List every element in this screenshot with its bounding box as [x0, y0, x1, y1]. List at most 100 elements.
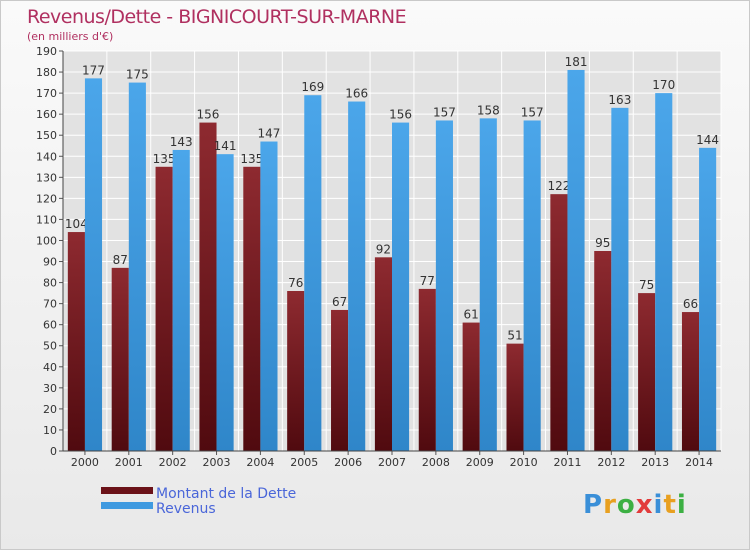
bar-dette: [550, 194, 568, 451]
bar-dette: [374, 257, 392, 451]
data-label-revenus: 166: [345, 87, 368, 101]
bar-revenus: [611, 107, 629, 451]
chart-title: Revenus/Dette - BIGNICOURT-SUR-MARNE: [27, 6, 407, 28]
data-label-revenus: 163: [608, 93, 631, 107]
chart-subtitle: (en milliers d'€): [27, 30, 114, 43]
bar-revenus: [304, 95, 322, 452]
x-tick-label: 2010: [510, 456, 538, 469]
y-tick-label: 160: [36, 108, 57, 121]
y-tick-label: 20: [43, 403, 57, 416]
data-label-revenus: 175: [126, 68, 149, 82]
bar-dette: [594, 251, 612, 451]
data-label-revenus: 181: [565, 55, 588, 69]
data-label-dette: 92: [376, 242, 391, 256]
data-label-revenus: 157: [521, 105, 544, 119]
data-label-revenus: 147: [258, 127, 281, 141]
bar-dette: [638, 293, 656, 451]
logo-letter: o: [616, 490, 636, 520]
proxiti-logo: Proxiti: [583, 490, 687, 520]
data-label-dette: 67: [332, 295, 347, 309]
y-tick-label: 50: [43, 340, 57, 353]
bar-dette: [681, 312, 700, 451]
y-tick-label: 190: [36, 45, 57, 58]
x-tick-label: 2000: [71, 456, 99, 469]
y-tick-label: 180: [36, 66, 57, 79]
logo-letter: P: [583, 490, 604, 520]
bar-revenus: [435, 120, 453, 451]
data-label-dette: 135: [153, 152, 176, 166]
bar-dette: [331, 309, 349, 451]
logo-letter: t: [663, 490, 677, 520]
y-tick-label: 170: [36, 87, 57, 100]
bar-dette: [199, 122, 217, 451]
data-label-revenus: 157: [433, 105, 456, 119]
y-tick-label: 120: [36, 192, 57, 205]
data-label-dette: 87: [113, 253, 128, 267]
y-tick-label: 40: [43, 361, 57, 374]
data-label-revenus: 143: [170, 135, 193, 149]
bar-revenus: [699, 147, 717, 451]
legend-label-dette: Montant de la Dette: [156, 486, 297, 502]
bar-revenus: [260, 141, 278, 452]
data-label-dette: 156: [197, 108, 220, 122]
data-label-dette: 61: [464, 308, 479, 322]
bar-dette: [287, 291, 305, 451]
data-label-revenus: 170: [652, 78, 675, 92]
data-label-revenus: 141: [214, 139, 237, 153]
y-tick-label: 80: [43, 277, 57, 290]
data-label-revenus: 177: [82, 63, 105, 77]
x-tick-label: 2008: [422, 456, 450, 469]
x-tick-label: 2007: [378, 456, 406, 469]
x-tick-label: 2006: [334, 456, 362, 469]
bar-dette: [155, 166, 173, 451]
bar-dette: [111, 267, 129, 451]
data-label-dette: 95: [595, 236, 610, 250]
bar-revenus: [392, 122, 410, 451]
data-label-revenus: 144: [696, 133, 719, 147]
bar-revenus: [128, 82, 146, 451]
x-tick-label: 2002: [159, 456, 187, 469]
x-tick-label: 2009: [466, 456, 494, 469]
data-label-dette: 104: [65, 217, 88, 231]
data-label-dette: 76: [288, 276, 303, 290]
bar-revenus: [479, 118, 497, 452]
bar-revenus: [172, 149, 190, 451]
bar-dette: [243, 166, 261, 451]
data-label-revenus: 158: [477, 103, 500, 117]
bar-revenus: [523, 120, 541, 451]
bar-revenus: [84, 78, 103, 452]
logo-letter: i: [653, 490, 664, 520]
bar-revenus: [216, 154, 234, 451]
bar-revenus: [567, 69, 585, 452]
bar-dette: [418, 288, 436, 451]
y-tick-label: 90: [43, 256, 57, 269]
y-tick-label: 150: [36, 129, 57, 142]
y-tick-label: 140: [36, 150, 57, 163]
data-label-revenus: 156: [389, 108, 412, 122]
y-tick-label: 110: [36, 213, 57, 226]
x-tick-label: 2014: [685, 456, 713, 469]
bar-revenus: [348, 101, 366, 452]
data-label-dette: 122: [547, 179, 570, 193]
x-tick-label: 2011: [553, 456, 581, 469]
y-tick-label: 130: [36, 171, 57, 184]
y-tick-label: 100: [36, 234, 57, 247]
logo-letter: x: [635, 490, 654, 520]
y-tick-label: 10: [43, 424, 57, 437]
legend-label-revenus: Revenus: [156, 501, 216, 517]
logo-letter: r: [603, 490, 617, 520]
data-label-dette: 66: [683, 297, 698, 311]
legend-swatch-revenus: [101, 502, 153, 509]
data-label-revenus: 169: [301, 80, 324, 94]
x-tick-label: 2005: [290, 456, 318, 469]
x-tick-label: 2001: [115, 456, 143, 469]
data-label-dette: 77: [420, 274, 435, 288]
logo-letter: i: [676, 490, 687, 520]
bar-dette: [67, 232, 85, 451]
bar-revenus: [655, 93, 673, 452]
bar-dette: [462, 322, 480, 451]
x-tick-label: 2012: [597, 456, 625, 469]
bar-dette: [506, 343, 524, 451]
